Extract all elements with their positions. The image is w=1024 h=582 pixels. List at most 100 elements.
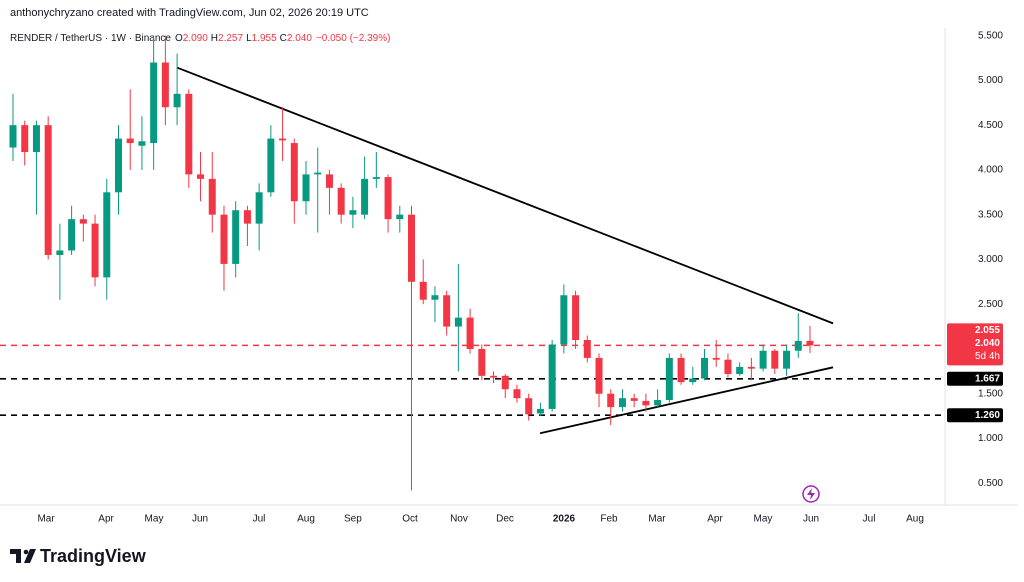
candle-body (701, 357, 709, 379)
price-tag (947, 371, 1003, 386)
candle-body (279, 138, 287, 141)
x-tick-label: Mar (37, 514, 55, 525)
x-tick-label: Nov (450, 514, 468, 525)
candle-body (349, 210, 357, 215)
legend-value: 2.090 (183, 33, 208, 44)
y-tick-label: 5.000 (978, 75, 1003, 86)
y-tick-label: 5.500 (978, 30, 1003, 41)
candle-body (466, 317, 474, 349)
trendline (539, 366, 834, 435)
y-tick-label: 1.500 (978, 388, 1003, 399)
legend-value: 2.257 (218, 33, 243, 44)
trendline (176, 66, 834, 325)
candle-body (314, 172, 322, 175)
candle-body (396, 214, 404, 220)
candle-body (232, 210, 240, 264)
legend-key: C (280, 33, 287, 44)
y-tick-label: 2.500 (978, 299, 1003, 310)
candle-body (783, 350, 791, 369)
legend-key: L (246, 33, 252, 44)
x-tick-label: Dec (496, 514, 514, 525)
x-tick-label: Apr (98, 514, 114, 525)
candle-body (642, 400, 650, 406)
candle-body (536, 408, 544, 414)
legend: RENDER / TetherUS · 1W · Binance O2.090 H2… (10, 33, 390, 44)
legend-key: O (175, 33, 183, 44)
candle-body (9, 125, 17, 148)
candle-body (197, 174, 205, 179)
candle-body (21, 125, 29, 153)
x-tick-label: Jul (863, 514, 876, 525)
candle-body (361, 178, 369, 215)
candle-body (806, 340, 814, 346)
candle-body (736, 366, 744, 375)
price-tag (947, 408, 1003, 423)
candle-body (583, 340, 591, 358)
alert-icon[interactable] (802, 485, 820, 503)
candle-body (56, 250, 64, 255)
legend-value: 1.955 (252, 33, 277, 44)
x-tick-label: Oct (402, 514, 418, 525)
x-tick-label: 2026 (553, 514, 576, 525)
candle-body (501, 375, 509, 390)
candle-body (759, 350, 767, 369)
candle-body (724, 359, 732, 375)
x-tick-label: Mar (648, 514, 666, 525)
candle-body (138, 141, 146, 146)
candle-body (185, 93, 193, 175)
candle-body (712, 357, 720, 360)
candle-body (677, 357, 685, 383)
candle-body (255, 192, 263, 224)
y-tick-label: 3.500 (978, 209, 1003, 220)
x-tick-label: Feb (600, 514, 618, 525)
candle-body (68, 219, 76, 251)
x-tick-label: May (754, 514, 773, 525)
candle-body (618, 398, 626, 408)
x-tick-label: Aug (297, 514, 315, 525)
x-tick-label: Jun (192, 514, 208, 525)
candle-body (478, 348, 486, 376)
candle-body (114, 138, 122, 193)
candle-body (337, 187, 345, 215)
candle-body (443, 295, 451, 327)
candle-body (79, 219, 87, 224)
y-tick-label: 3.000 (978, 254, 1003, 265)
y-tick-label: 1.000 (978, 433, 1003, 444)
price-box-label: 5d 4h (975, 351, 1000, 362)
x-tick-label: Jun (803, 514, 819, 525)
y-tick-label: 4.000 (978, 165, 1003, 176)
candle-body (665, 357, 673, 400)
candle-body (607, 393, 615, 408)
legend-value: 2.040 (287, 33, 312, 44)
legend-key: H (211, 33, 218, 44)
price-tag-label: 1.260 (975, 410, 1000, 421)
x-tick-label: Aug (906, 514, 924, 525)
candle-body (103, 192, 111, 278)
price-box-label: 2.040 (975, 338, 1000, 349)
candle-body (44, 125, 52, 255)
candle-body (290, 143, 298, 202)
x-tick-label: Jul (253, 514, 266, 525)
x-tick-label: Apr (707, 514, 723, 525)
candle-body (384, 177, 392, 220)
candle-body (126, 138, 134, 144)
legend-symbol: RENDER / TetherUS · 1W · Binance (10, 33, 171, 44)
x-tick-label: May (145, 514, 164, 525)
candle-body (407, 214, 415, 282)
candle-body (325, 174, 333, 188)
price-box-label: 2.055 (975, 325, 1000, 336)
legend-change: −0.050 (−2.39%) (316, 33, 391, 44)
candle-body (419, 281, 427, 300)
candle-body (771, 350, 779, 369)
candle-body (91, 223, 99, 278)
candle-body (513, 389, 521, 399)
candle-body (161, 62, 169, 108)
candle-body (794, 340, 802, 351)
candle-body (654, 399, 662, 406)
price-tag-label: 1.667 (975, 373, 1000, 384)
candle-body (150, 62, 158, 144)
candle-body (32, 125, 40, 153)
candle-body (431, 295, 439, 300)
candle-body (372, 177, 380, 179)
candle-body (267, 138, 275, 193)
